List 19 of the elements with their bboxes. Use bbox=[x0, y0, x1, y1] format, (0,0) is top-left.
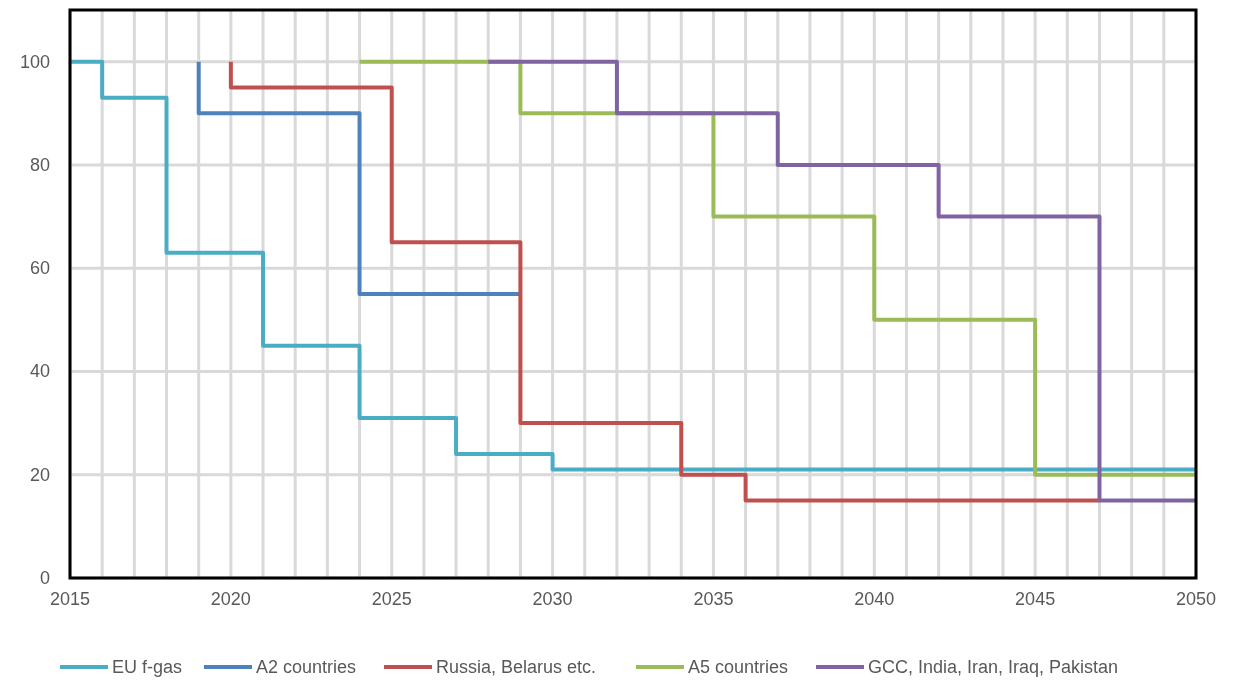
legend-label: A5 countries bbox=[688, 657, 789, 677]
x-tick-label: 2040 bbox=[854, 589, 895, 609]
y-tick-label: 100 bbox=[19, 51, 50, 72]
legend-label: EU f-gas bbox=[112, 657, 183, 677]
y-tick-label: 20 bbox=[29, 464, 50, 485]
legend-label: Russia, Belarus etc. bbox=[436, 657, 597, 677]
x-tick-label: 2030 bbox=[532, 589, 573, 609]
y-tick-label: 0 bbox=[39, 568, 50, 588]
x-tick-label: 2020 bbox=[210, 589, 251, 609]
x-tick-label: 2045 bbox=[1015, 589, 1056, 609]
y-tick-label: 80 bbox=[29, 154, 50, 175]
x-tick-label: 2035 bbox=[693, 589, 734, 609]
legend-label: A2 countries bbox=[256, 657, 357, 677]
y-tick-label: 40 bbox=[29, 361, 50, 382]
legend-label: GCC, India, Iran, Iraq, Pakistan bbox=[868, 657, 1119, 677]
y-tick-label: 60 bbox=[29, 258, 50, 279]
x-tick-label: 2050 bbox=[1175, 589, 1217, 609]
x-tick-label: 2015 bbox=[49, 589, 91, 609]
x-tick-label: 2025 bbox=[371, 589, 412, 609]
